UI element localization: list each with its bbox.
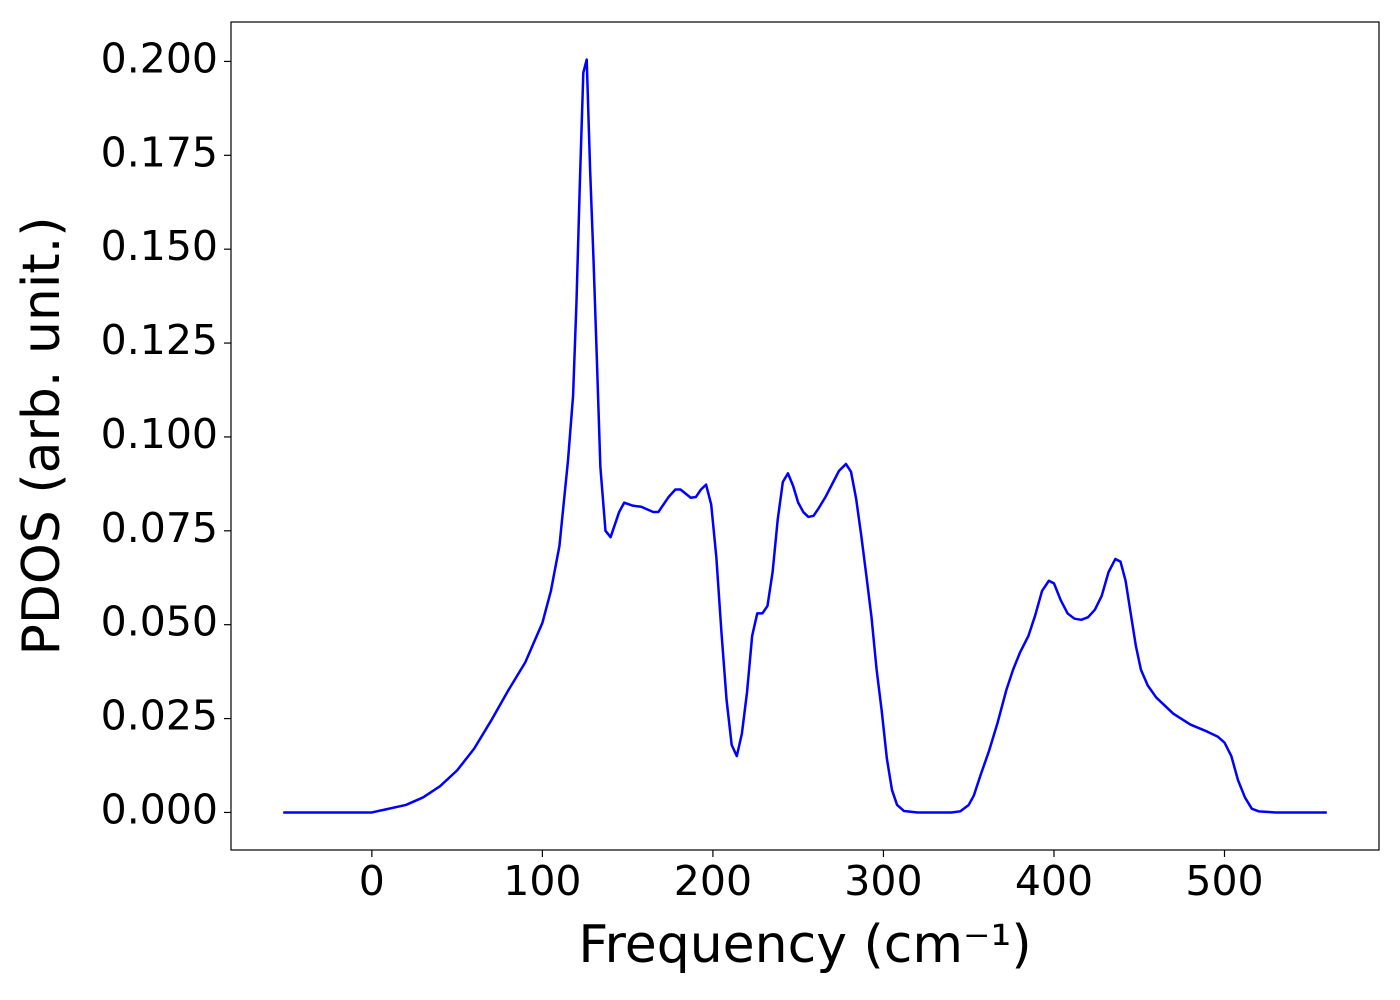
y-tick-label: 0.000 bbox=[101, 785, 218, 833]
x-tick-label: 400 bbox=[1015, 857, 1093, 905]
x-tick-label: 300 bbox=[844, 857, 922, 905]
x-tick-label: 100 bbox=[503, 857, 581, 905]
y-tick-label: 0.075 bbox=[101, 504, 218, 552]
plot-frame bbox=[230, 21, 1380, 851]
y-tick-label: 0.125 bbox=[101, 316, 218, 364]
y-tick-label: 0.175 bbox=[101, 128, 218, 176]
y-tick-label: 0.025 bbox=[101, 692, 218, 740]
pdos-line bbox=[283, 58, 1327, 814]
y-axis-label: PDOS (arb. unit.) bbox=[12, 216, 72, 655]
y-tick-label: 0.100 bbox=[101, 410, 218, 458]
x-axis-label: Frequency (cm⁻¹) bbox=[578, 915, 1031, 975]
x-tick-label: 500 bbox=[1185, 857, 1263, 905]
y-tick-label: 0.150 bbox=[101, 222, 218, 270]
y-tick-label: 0.050 bbox=[101, 598, 218, 646]
x-tick-label: 0 bbox=[359, 857, 385, 905]
x-tick-label: 200 bbox=[674, 857, 752, 905]
y-tick-label: 0.200 bbox=[101, 34, 218, 82]
